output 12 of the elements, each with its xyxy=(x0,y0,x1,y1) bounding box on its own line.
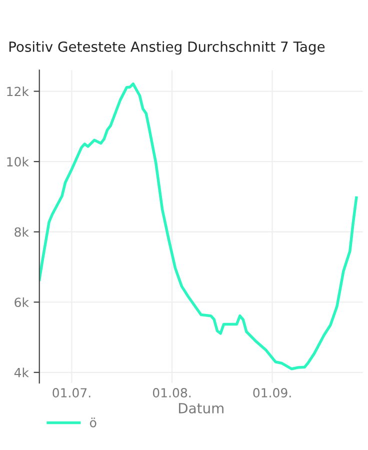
chart-title: Positiv Getestete Anstieg Durchschnitt 7 Tage xyxy=(9,41,325,55)
line-series xyxy=(39,82,358,370)
x-tick-label: 01.07. xyxy=(52,388,90,398)
x-axis-title: Datum xyxy=(178,403,224,414)
y-tick-label: 12k xyxy=(7,86,29,96)
x-tick-label: 01.08. xyxy=(152,388,191,398)
legend-label: ö xyxy=(90,418,96,428)
y-tick-label: 10k xyxy=(7,156,29,166)
y-tick-label: 4k xyxy=(14,368,29,378)
x-tick-label: 01.09. xyxy=(253,388,291,398)
y-tick-label: 6k xyxy=(14,297,29,308)
y-tick-label: 8k xyxy=(14,227,29,237)
